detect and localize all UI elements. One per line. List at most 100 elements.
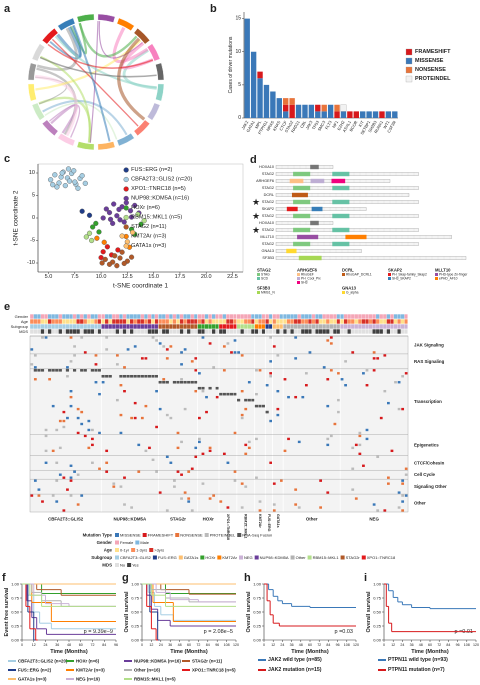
legend-swatch	[297, 281, 300, 284]
legend-swatch	[257, 291, 260, 294]
track-cell	[190, 329, 194, 334]
point	[121, 219, 127, 225]
mutation-cell	[69, 476, 73, 479]
legend-swatch	[405, 66, 413, 74]
mutation-cell	[190, 509, 194, 512]
track-cell	[368, 314, 373, 319]
mutation-cell	[144, 404, 148, 408]
track-cell	[311, 324, 316, 329]
mutation-cell	[62, 410, 66, 414]
mutation-cell	[55, 461, 59, 464]
mutation-cell	[383, 354, 387, 357]
track-cell	[137, 314, 141, 319]
x-tick-label: 108	[464, 643, 470, 647]
track-cell	[33, 319, 37, 324]
mutation-cell	[397, 381, 401, 384]
chord-segment	[155, 62, 165, 81]
legend-title: DCRL	[342, 268, 354, 273]
x-tick-label: 24	[400, 643, 404, 647]
y-tick-label: -5	[30, 238, 35, 244]
track-cell	[304, 314, 309, 319]
mutation-cell	[269, 419, 273, 423]
track-cell	[236, 319, 241, 324]
protein-domain	[286, 206, 298, 212]
fusion-cell	[90, 369, 94, 372]
track-cell	[72, 319, 77, 324]
fusion-cell	[144, 374, 148, 378]
mutation-cell	[76, 503, 80, 506]
mutation-cell	[329, 434, 333, 438]
mutation-cell	[87, 428, 91, 432]
mutation-cell	[169, 345, 173, 348]
track-cell	[194, 329, 198, 334]
point	[86, 230, 93, 236]
track-cell	[322, 319, 326, 324]
x-tick-label: RUNX1	[373, 119, 384, 134]
track-cell	[379, 329, 383, 334]
track-cell	[87, 319, 91, 324]
legend-label: NEG (n=19)	[76, 677, 100, 682]
bar-segment	[360, 111, 366, 118]
mutation-cell	[372, 351, 376, 354]
track-cell	[183, 324, 187, 329]
y-tick-label: 0.00	[253, 638, 262, 643]
mutation-cell	[41, 336, 44, 339]
track-cell	[172, 329, 177, 334]
mutation-cell	[337, 410, 340, 414]
mutation-cell	[329, 336, 333, 339]
point	[119, 249, 125, 255]
bar-segment	[315, 104, 321, 112]
y-tick-label: 5	[238, 82, 241, 88]
track-cell	[51, 329, 55, 334]
group-label: STAG2r	[170, 517, 186, 522]
legend-marker	[123, 205, 129, 211]
legend-swatch	[204, 533, 209, 537]
track-cell	[176, 329, 180, 334]
track-cell	[197, 319, 202, 324]
track-cell	[90, 319, 95, 324]
legend-label: RBM15::MKL1	[313, 555, 340, 560]
track-cell	[58, 314, 62, 319]
bar-segment	[327, 104, 334, 118]
track-cell	[83, 319, 87, 324]
x-tick-label: GATA1	[245, 119, 256, 133]
x-tick-label: 48	[419, 643, 423, 647]
track-cell	[204, 319, 209, 324]
bar-segment	[334, 111, 340, 118]
mutation-cell	[287, 437, 290, 441]
mutation-cell	[340, 378, 344, 381]
track-cell	[80, 329, 84, 334]
legend-label: MISSENSE	[120, 533, 141, 538]
protein-name: SKAP2	[262, 207, 274, 211]
mutation-cell	[91, 428, 94, 432]
track-cell	[80, 324, 84, 329]
point	[79, 173, 85, 179]
mutation-cell	[358, 443, 362, 447]
legend-label: SH3_SKAP2	[392, 277, 411, 281]
mutation-cell	[351, 488, 355, 491]
mutation-cell	[76, 431, 80, 435]
track-cell	[351, 319, 355, 324]
track-cell	[137, 319, 141, 324]
mutation-cell	[354, 497, 358, 500]
track-cell	[401, 324, 405, 329]
track-cell	[208, 314, 212, 319]
mutation-cell	[269, 372, 273, 375]
protein-domain	[298, 255, 322, 261]
legend-swatch	[342, 291, 345, 294]
y-tick-label: 1.00	[373, 582, 382, 587]
fusion-cell	[140, 374, 144, 378]
track-cell	[212, 324, 216, 329]
y-tick-label: 0	[32, 215, 35, 221]
track-cell	[144, 319, 148, 324]
track-cell	[190, 314, 194, 319]
track-cell	[404, 329, 408, 334]
chord	[42, 99, 128, 136]
legend-label: PROTEINDEL	[415, 76, 451, 82]
mutation-cell	[83, 351, 87, 354]
fusion-cell	[222, 392, 226, 396]
track-cell	[233, 329, 237, 334]
track-cell	[47, 319, 52, 324]
mutation-cell	[187, 497, 191, 500]
x-tick-label: CTCF	[278, 119, 288, 131]
